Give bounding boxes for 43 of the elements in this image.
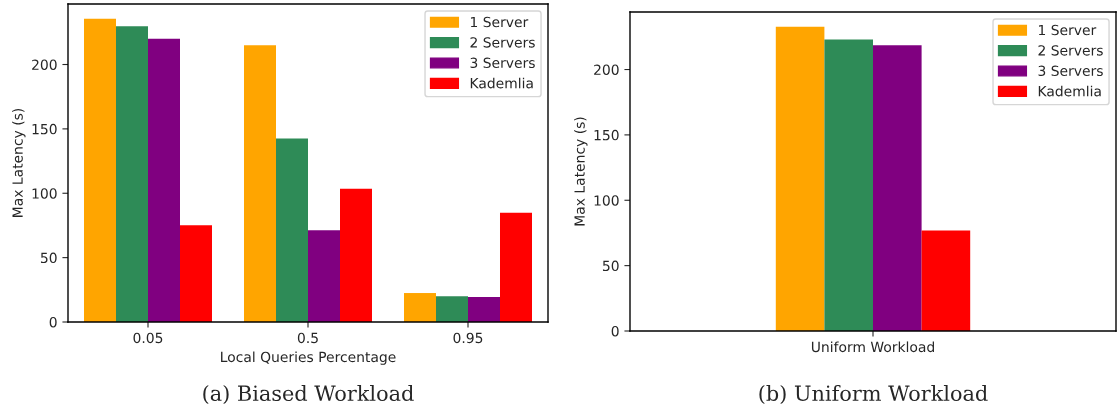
y-axis-title: Max Latency (s) <box>574 117 588 226</box>
bar <box>404 293 436 322</box>
legend-label: 2 Servers <box>470 37 535 48</box>
bar <box>276 138 308 322</box>
bar <box>873 45 922 331</box>
legend-label: 1 Server <box>470 16 529 28</box>
y-tick-label: 150 <box>32 123 57 135</box>
bar <box>500 212 532 322</box>
y-tick-label: 100 <box>32 188 57 199</box>
bar <box>180 225 212 322</box>
bar <box>308 230 340 322</box>
legend-label: 3 Servers <box>470 57 535 69</box>
x-tick-label: 0.5 <box>297 332 318 344</box>
bar <box>824 39 873 331</box>
bar <box>84 18 116 322</box>
bar <box>468 297 500 322</box>
y-axis-title: Max Latency (s) <box>12 108 26 217</box>
legend-label: 3 Servers <box>1038 65 1103 77</box>
legend-label: 2 Servers <box>1038 45 1103 56</box>
bar <box>436 296 468 322</box>
bar <box>775 26 825 331</box>
bar <box>116 26 148 322</box>
y-tick-label: 200 <box>32 59 57 70</box>
legend-label: 1 Server <box>1038 24 1097 36</box>
y-tick-label: 50 <box>602 260 619 272</box>
y-tick-label: 50 <box>40 252 57 264</box>
y-tick-label: 100 <box>594 195 619 206</box>
bar <box>244 45 276 322</box>
bar <box>148 38 180 322</box>
x-tick-label: Uniform Workload <box>811 341 934 353</box>
bar <box>921 230 971 331</box>
y-tick-label: 0 <box>611 325 619 337</box>
text: (b) Uniform Workload <box>759 384 988 404</box>
y-tick-label: 150 <box>594 129 619 141</box>
y-tick-label: 200 <box>594 64 619 75</box>
x-axis-title: Local Queries Percentage <box>221 351 396 365</box>
y-tick-label: 0 <box>49 316 57 328</box>
x-tick-label: 0.05 <box>133 332 163 344</box>
bar <box>340 188 372 322</box>
legend-label: Kademlia <box>1038 85 1101 97</box>
text: (a) Biased Workload <box>203 384 414 404</box>
legend-label: Kademlia <box>470 77 533 89</box>
x-tick-label: 0.95 <box>453 332 483 344</box>
